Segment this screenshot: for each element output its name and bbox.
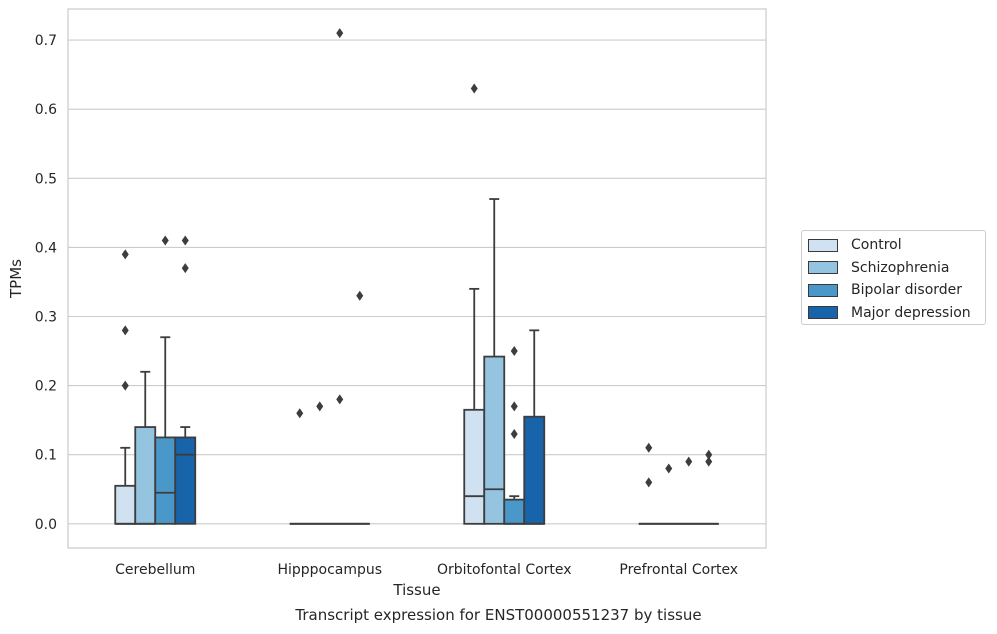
- legend-swatch: [808, 284, 838, 297]
- x-tick-labels: Cerebellum Hipppocampus Orbitofontal Corte…: [115, 562, 738, 578]
- y-tick-label: 0.4: [35, 240, 57, 256]
- box-body: [155, 437, 175, 523]
- x-axis-label: Tissue: [392, 581, 440, 599]
- y-tick-label: 0.5: [35, 171, 57, 187]
- outlier-point: [665, 464, 672, 474]
- box-2-0: [155, 235, 175, 523]
- y-tick-label: 0.7: [35, 33, 57, 49]
- outlier-point: [162, 235, 169, 245]
- y-tick-label: 0.1: [35, 448, 57, 464]
- chart-marks: [115, 28, 719, 524]
- outlier-point: [336, 394, 343, 404]
- outlier-point: [471, 83, 478, 93]
- outlier-point: [356, 291, 363, 301]
- outlier-point: [122, 249, 129, 259]
- box-3-3: [699, 450, 719, 524]
- chart-caption: Transcript expression for ENST0000055123…: [0, 606, 997, 624]
- box-3-2: [524, 330, 544, 523]
- x-tick-label: Prefrontal Cortex: [619, 562, 738, 578]
- outlier-point: [705, 450, 712, 460]
- legend: Control Schizophrenia Bipolar disorder Majo…: [801, 230, 986, 325]
- box-body: [135, 427, 155, 524]
- outlier-point: [511, 346, 518, 356]
- legend-label: Major depression: [851, 305, 971, 321]
- box-body: [115, 486, 135, 524]
- legend-item: Control: [808, 235, 902, 255]
- outlier-point: [685, 457, 692, 467]
- x-tick-label: Cerebellum: [115, 562, 195, 578]
- outlier-point: [182, 263, 189, 273]
- legend-swatch: [808, 261, 838, 274]
- box-body: [175, 437, 195, 523]
- box-body: [504, 500, 524, 524]
- box-2-1: [330, 28, 350, 524]
- x-tick-label: Hipppocampus: [277, 562, 382, 578]
- outlier-point: [511, 401, 518, 411]
- box-body: [464, 410, 484, 524]
- y-tick-label: 0.2: [35, 379, 57, 395]
- outlier-point: [296, 408, 303, 418]
- outlier-point: [182, 235, 189, 245]
- y-tick-label: 0.3: [35, 310, 57, 326]
- box-3-0: [175, 235, 195, 523]
- box-1-1: [310, 401, 330, 523]
- y-axis-label: TPMs: [7, 259, 25, 299]
- outlier-point: [336, 28, 343, 38]
- outlier-point: [122, 381, 129, 391]
- y-tick-label: 0.6: [35, 102, 57, 118]
- box-2-2: [504, 346, 524, 524]
- legend-label: Schizophrenia: [851, 260, 949, 276]
- outlier-point: [511, 429, 518, 439]
- y-tick-labels: 0.0 0.1 0.2 0.3 0.4 0.5 0.6 0.7: [35, 33, 57, 533]
- legend-item: Bipolar disorder: [808, 280, 962, 300]
- outlier-point: [316, 401, 323, 411]
- box-0-0: [115, 249, 135, 524]
- x-tick-label: Orbitofontal Cortex: [437, 562, 572, 578]
- box-body: [524, 417, 544, 524]
- box-2-3: [679, 457, 699, 524]
- legend-label: Bipolar disorder: [851, 282, 962, 298]
- box-3-1: [350, 291, 370, 524]
- outlier-point: [122, 325, 129, 335]
- outlier-point: [645, 477, 652, 487]
- legend-label: Control: [851, 237, 902, 253]
- box-0-2: [464, 83, 484, 523]
- legend-swatch: [808, 306, 838, 319]
- y-tick-label: 0.0: [35, 517, 57, 533]
- legend-item: Major depression: [808, 303, 971, 323]
- legend-item: Schizophrenia: [808, 258, 949, 278]
- box-body: [484, 357, 504, 524]
- box-0-1: [290, 408, 310, 524]
- box-1-0: [135, 372, 155, 524]
- outlier-point: [645, 443, 652, 453]
- legend-swatch: [808, 239, 838, 252]
- box-1-3: [659, 464, 679, 524]
